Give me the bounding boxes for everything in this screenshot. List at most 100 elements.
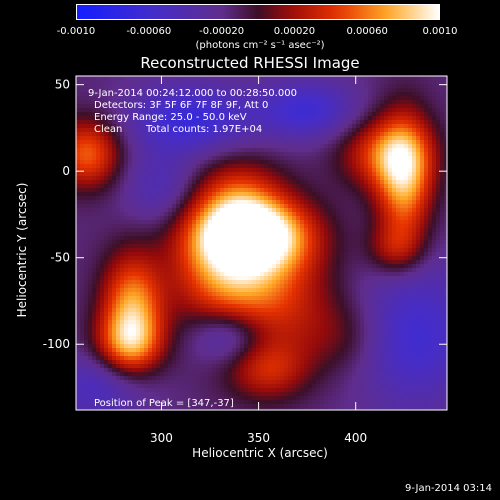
heatmap-cell bbox=[192, 144, 197, 149]
heatmap-cell bbox=[304, 364, 309, 369]
heatmap-cell bbox=[240, 376, 245, 381]
heatmap-cell bbox=[188, 284, 193, 289]
heatmap-cell bbox=[148, 380, 153, 385]
heatmap-cell bbox=[232, 320, 237, 325]
heatmap-cell bbox=[240, 232, 245, 237]
heatmap-cell bbox=[180, 272, 185, 277]
heatmap-cell bbox=[124, 400, 129, 405]
heatmap-cell bbox=[140, 132, 145, 137]
heatmap-cell bbox=[160, 100, 165, 105]
heatmap-cell bbox=[152, 212, 157, 217]
heatmap-cell bbox=[224, 244, 229, 249]
heatmap-cell bbox=[252, 240, 257, 245]
heatmap-cell bbox=[236, 244, 241, 249]
heatmap-cell bbox=[160, 232, 165, 237]
heatmap-cell bbox=[124, 276, 129, 281]
heatmap-cell bbox=[152, 360, 157, 365]
heatmap-cell bbox=[264, 124, 269, 129]
heatmap-cell bbox=[276, 164, 281, 169]
heatmap-cell bbox=[220, 120, 225, 125]
heatmap-cell bbox=[144, 296, 149, 301]
heatmap-cell bbox=[176, 388, 181, 393]
heatmap-cell bbox=[264, 164, 269, 169]
heatmap-cell bbox=[120, 188, 125, 193]
heatmap-cell bbox=[248, 324, 253, 329]
heatmap-cell bbox=[136, 100, 141, 105]
heatmap-cell bbox=[272, 88, 277, 93]
heatmap-cell bbox=[216, 160, 221, 165]
heatmap-cell bbox=[104, 376, 109, 381]
heatmap-cell bbox=[132, 100, 137, 105]
heatmap-cell bbox=[256, 84, 261, 89]
heatmap-cell bbox=[120, 308, 125, 313]
heatmap-cell bbox=[276, 348, 281, 353]
heatmap-cell bbox=[200, 364, 205, 369]
heatmap-cell bbox=[188, 400, 193, 405]
heatmap-cell bbox=[176, 260, 181, 265]
heatmap-cell bbox=[284, 84, 289, 89]
heatmap-cell bbox=[268, 364, 273, 369]
heatmap-cell bbox=[176, 236, 181, 241]
heatmap-cell bbox=[180, 212, 185, 217]
heatmap-cell bbox=[200, 352, 205, 357]
heatmap-cell bbox=[244, 328, 249, 333]
heatmap-cell bbox=[300, 228, 305, 233]
heatmap-cell bbox=[196, 76, 201, 81]
heatmap-cell bbox=[92, 172, 97, 177]
heatmap-cell bbox=[180, 88, 185, 93]
heatmap-cell bbox=[92, 252, 97, 257]
heatmap-cell bbox=[300, 224, 305, 229]
heatmap-cell bbox=[276, 256, 281, 261]
heatmap-cell bbox=[308, 328, 313, 333]
heatmap-cell bbox=[268, 100, 273, 105]
heatmap-cell bbox=[280, 360, 285, 365]
heatmap-cell bbox=[192, 320, 197, 325]
heatmap-cell bbox=[220, 228, 225, 233]
heatmap-cell bbox=[188, 152, 193, 157]
heatmap-cell bbox=[192, 284, 197, 289]
heatmap-cell bbox=[160, 240, 165, 245]
heatmap-cell bbox=[88, 380, 93, 385]
heatmap-cell bbox=[196, 304, 201, 309]
heatmap-cell bbox=[280, 308, 285, 313]
heatmap-cell bbox=[124, 100, 129, 105]
heatmap-cell bbox=[76, 244, 81, 249]
heatmap-cell bbox=[120, 164, 125, 169]
heatmap-cell bbox=[272, 200, 277, 205]
heatmap-cell bbox=[112, 348, 117, 353]
heatmap-cell bbox=[116, 216, 121, 221]
heatmap-cell bbox=[84, 288, 89, 293]
heatmap-cell bbox=[232, 304, 237, 309]
heatmap-cell bbox=[164, 116, 169, 121]
heatmap-cell bbox=[196, 108, 201, 113]
heatmap-cell bbox=[120, 220, 125, 225]
heatmap-cell bbox=[268, 184, 273, 189]
heatmap-cell bbox=[104, 276, 109, 281]
heatmap-cell bbox=[116, 180, 121, 185]
heatmap-cell bbox=[160, 296, 165, 301]
heatmap-cell bbox=[312, 176, 317, 181]
heatmap-cell bbox=[296, 388, 301, 393]
heatmap-cell bbox=[296, 104, 301, 109]
heatmap-cell bbox=[88, 340, 93, 345]
heatmap-cell bbox=[256, 372, 261, 377]
heatmap-cell bbox=[100, 356, 105, 361]
heatmap-cell bbox=[236, 328, 241, 333]
heatmap-cell bbox=[192, 240, 197, 245]
heatmap-cell bbox=[84, 392, 89, 397]
heatmap-cell bbox=[100, 300, 105, 305]
heatmap-cell bbox=[136, 136, 141, 141]
heatmap-cell bbox=[140, 384, 145, 389]
heatmap-cell bbox=[184, 300, 189, 305]
heatmap-cell bbox=[92, 96, 97, 101]
heatmap-cell bbox=[156, 340, 161, 345]
heatmap-cell bbox=[204, 300, 209, 305]
heatmap-cell bbox=[108, 260, 113, 265]
heatmap-cell bbox=[144, 128, 149, 133]
heatmap-cell bbox=[156, 272, 161, 277]
heatmap-cell bbox=[160, 352, 165, 357]
heatmap-cell bbox=[140, 200, 145, 205]
heatmap-cell bbox=[120, 312, 125, 317]
heatmap-cell bbox=[80, 280, 85, 285]
heatmap-cell bbox=[296, 164, 301, 169]
